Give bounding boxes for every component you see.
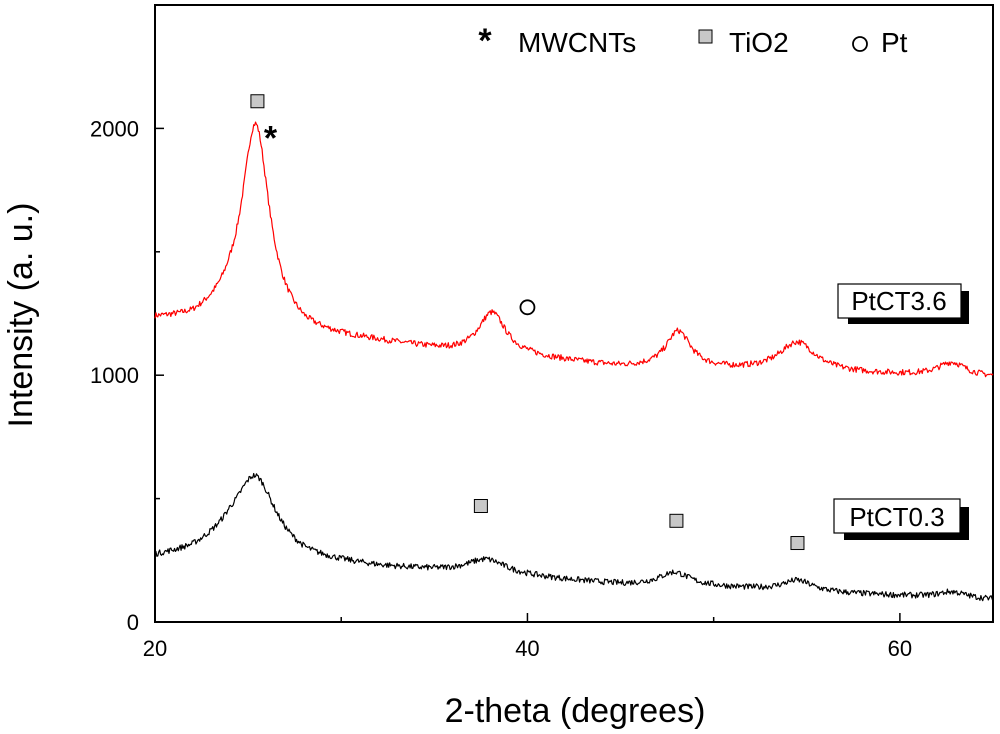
- y-axis-ticks: 0 1000 2000: [90, 4, 164, 635]
- legend-pt-marker: [852, 36, 868, 52]
- legend-tio2-label: TiO2: [729, 27, 789, 58]
- y-tick-label: 2000: [90, 116, 139, 141]
- x-tick-label: 20: [143, 636, 167, 661]
- series-layer: [154, 121, 994, 602]
- x-tick-label: 60: [888, 636, 912, 661]
- x-axis-ticks: 20 40 60: [143, 613, 912, 661]
- series-label-ptct3-6: PtCT3.6: [837, 283, 969, 324]
- legend-tio2-marker: [698, 29, 713, 44]
- tio2-peak-marker: [250, 94, 265, 109]
- series-label-ptct0-3-text: PtCT0.3: [849, 502, 944, 532]
- annotation-layer: *: [250, 94, 805, 551]
- x-tick-label: 40: [515, 636, 539, 661]
- mwcnts-peak-marker: *: [264, 119, 278, 157]
- plot-frame: [154, 4, 994, 623]
- legend-pt-label: Pt: [881, 27, 908, 58]
- legend-mwcnts-label: MWCNTs: [518, 27, 636, 58]
- pt-peak-marker: [519, 299, 536, 316]
- y-tick-label: 0: [127, 610, 139, 635]
- series-label-ptct3-6-box: [837, 283, 962, 319]
- tio2-peak-marker: [473, 499, 488, 514]
- tio2-peak-marker: [790, 536, 805, 551]
- x-axis-title: 2-theta (degrees): [445, 692, 706, 730]
- legend-mwcnts-symbol: *: [478, 22, 492, 60]
- y-axis-title: Intensity (a. u.): [2, 203, 40, 428]
- series-line-ptct0-3: [154, 472, 994, 602]
- series-label-ptct0-3-box: [833, 498, 961, 534]
- series-line-ptct3-6: [154, 121, 994, 378]
- series-label-ptct3-6-text: PtCT3.6: [851, 286, 946, 316]
- y-tick-label: 1000: [90, 363, 139, 388]
- series-label-ptct0-3: PtCT0.3: [833, 498, 969, 540]
- tio2-peak-marker: [669, 513, 684, 528]
- legend: * MWCNTs TiO2 Pt: [478, 22, 907, 60]
